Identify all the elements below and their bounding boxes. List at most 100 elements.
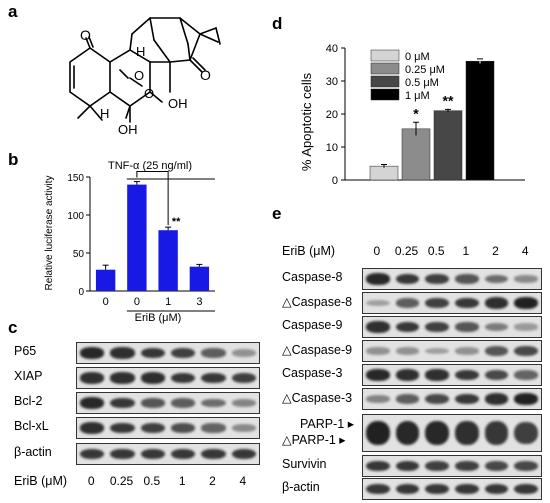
blot-band (425, 297, 450, 309)
blot-lane-label: 0 (87, 474, 95, 488)
chart-b-significance: ** (172, 216, 181, 228)
blot-band (80, 448, 105, 460)
chart-b-xlabel: EriB (μM) (135, 312, 182, 324)
atom-o-ketone-2: O (200, 67, 211, 83)
blot-row-label: △Caspase-3 (282, 391, 353, 405)
blot-row-label: Bcl-xL (14, 419, 49, 433)
blot-band (484, 369, 509, 381)
blot-band (231, 372, 256, 384)
chart-b-bar (158, 230, 178, 291)
chart-d-ytick-label: 40 (326, 43, 338, 55)
blot-strip (362, 316, 542, 338)
blot-band (514, 297, 539, 309)
blot-lane-label: 0.25 (109, 474, 134, 488)
chart-b-xtick-label: 0 (103, 296, 109, 308)
chart-d-ytick-label: 0 (332, 175, 338, 187)
blot-band (395, 321, 420, 333)
chart-b-xtick-label: 0 (134, 296, 140, 308)
blot-band (395, 483, 420, 495)
chart-d-legend-swatch (370, 62, 400, 75)
blot-band (365, 321, 390, 333)
blot-strip (362, 292, 542, 314)
blot-band (201, 398, 226, 408)
atom-o-ether-1: O (134, 68, 144, 83)
blot-lane-label: 0.25 (394, 244, 419, 258)
chart-b-ytick-label: 100 (67, 211, 84, 222)
blot-band (365, 347, 390, 355)
blot-lane-label: 0 (373, 244, 381, 258)
blot-band (140, 422, 165, 434)
chart-d-significance: ** (443, 92, 454, 108)
blot-band (231, 424, 256, 432)
blot-band (454, 347, 479, 355)
blot-band (454, 274, 479, 284)
chart-d-bar (401, 128, 431, 181)
blot-band (454, 421, 479, 445)
blot-strip (362, 414, 542, 452)
blot-band (171, 398, 196, 408)
blot-strip (362, 268, 542, 290)
chart-d-legend-swatch (370, 49, 400, 62)
blot-band (171, 372, 196, 384)
chart-b-title: TNF-α (25 ng/ml) (108, 160, 192, 172)
blot-band (484, 460, 509, 472)
blot-lane-label: 2 (209, 474, 216, 488)
blot-band (395, 420, 420, 446)
blot-strip (362, 340, 542, 362)
blot-band (484, 393, 509, 405)
chart-b-bar (95, 269, 116, 291)
chart-d-legend-label: 0.25 μM (405, 64, 445, 76)
blot-strip (362, 388, 542, 410)
blot-row-label: △PARP-1 ▸ (282, 433, 346, 447)
blot-band (514, 345, 539, 357)
chart-d-legend-swatch (370, 75, 400, 88)
chart-b-ytick-label: 150 (67, 173, 84, 184)
blot-row-label: △Caspase-8 (282, 295, 353, 309)
blot-band (140, 372, 165, 384)
chemical-structure: O O O O H H OH OH (69, 17, 221, 137)
blot-lane-label: 2 (492, 244, 499, 258)
blot-row-label: β-actin (282, 480, 320, 494)
chart-d-legend-label: 0 μM (405, 51, 430, 63)
blot-row-label: Survivin (282, 457, 327, 471)
blot-band (365, 395, 390, 403)
blot-band (395, 347, 420, 355)
blot-strip (76, 417, 260, 439)
blot-band (201, 448, 226, 460)
blot-band (201, 372, 226, 384)
blot-band (140, 398, 165, 408)
chart-d-legend-swatch (370, 88, 400, 101)
atom-o-ether-2: O (144, 86, 154, 101)
blot-row-label: Bcl-2 (14, 394, 43, 408)
blot-band (80, 347, 105, 359)
blot-band (365, 299, 390, 307)
chart-d-ylabel: % Apoptotic cells (299, 72, 314, 171)
blot-band (80, 372, 105, 384)
blot-row-label: PARP-1 ▸ (300, 417, 354, 431)
blot-band (425, 420, 450, 446)
blot-band (514, 393, 539, 405)
panel-letter-b: b (8, 150, 19, 169)
blot-band (171, 448, 196, 460)
blot-band (395, 460, 420, 472)
atom-h-2: H (100, 106, 109, 121)
blot-strip (362, 364, 542, 386)
blot-band (514, 483, 539, 495)
blot-band (110, 397, 135, 409)
blot-band (171, 423, 196, 433)
atom-oh-1: OH (168, 96, 188, 111)
blot-band (484, 274, 509, 284)
chart-b-bar (189, 266, 210, 291)
blot-lane-label: 4 (521, 244, 529, 258)
blot-band (484, 297, 509, 309)
blot-band (395, 369, 420, 381)
blot-strip (362, 455, 542, 477)
blot-band (365, 483, 390, 495)
chart-d-ytick-label: 10 (326, 142, 338, 154)
blot-band (514, 421, 539, 445)
blot-lane-label: 0.5 (427, 244, 445, 258)
blot-band (454, 297, 479, 309)
blot-band (454, 322, 479, 332)
blot-band (514, 275, 539, 283)
